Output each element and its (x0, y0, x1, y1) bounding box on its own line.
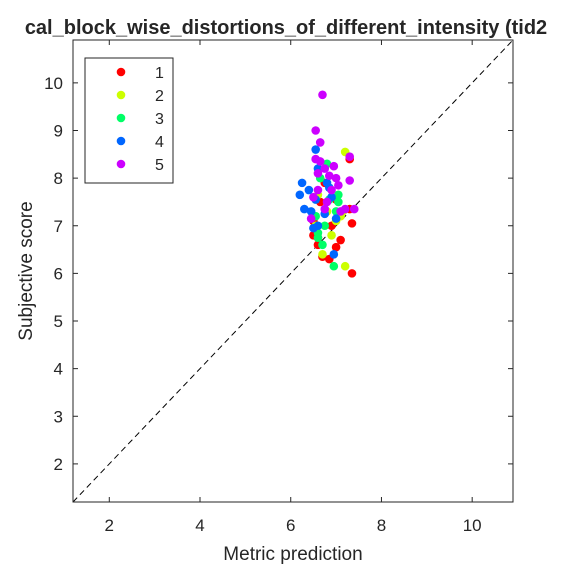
data-point-series-5 (336, 207, 345, 216)
data-point-series-5 (324, 171, 334, 181)
data-point-series-3 (334, 190, 343, 200)
data-point-series-5 (329, 161, 339, 171)
data-point-series-5 (318, 90, 327, 100)
y-tick-label: 8 (54, 169, 63, 188)
legend-label-3: 3 (155, 111, 164, 128)
data-point-series-5 (320, 164, 330, 173)
y-tick-label: 7 (54, 217, 63, 236)
data-points-layer (295, 90, 359, 278)
data-point-series-4 (300, 204, 309, 214)
legend-label-2: 2 (155, 88, 164, 105)
data-point-series-2 (327, 230, 336, 240)
legend-marker-1 (116, 67, 126, 77)
data-point-series-3 (318, 240, 327, 250)
legend-marker-4 (116, 136, 126, 146)
data-point-series-1 (331, 242, 341, 252)
x-tick-label: 2 (105, 516, 114, 535)
data-point-series-5 (313, 185, 323, 195)
data-point-series-5 (349, 204, 359, 214)
legend-marker-5 (116, 159, 126, 169)
data-point-series-5 (345, 152, 355, 161)
y-tick-label: 4 (54, 360, 63, 379)
y-tick-label: 3 (54, 407, 63, 426)
data-point-series-1 (347, 219, 357, 228)
y-tick-label: 9 (54, 121, 63, 140)
y-tick-label: 6 (54, 264, 63, 283)
legend-marker-2 (116, 90, 126, 100)
x-tick-label: 8 (377, 516, 386, 535)
data-point-series-4 (297, 178, 307, 188)
x-tick-label: 6 (286, 516, 295, 535)
data-point-series-4 (306, 207, 316, 216)
data-point-series-5 (306, 214, 316, 223)
legend: 1 2 3 4 5 (84, 57, 174, 184)
chart-title: cal_block_wise_distortions_of_different_… (25, 17, 547, 39)
data-point-series-5 (309, 192, 318, 202)
data-point-series-4 (329, 250, 339, 259)
data-point-series-3 (334, 197, 343, 207)
data-point-series-3 (329, 261, 339, 271)
data-point-series-4 (311, 145, 320, 154)
data-point-series-5 (331, 173, 341, 183)
data-point-series-5 (313, 169, 323, 178)
legend-label-4: 4 (155, 134, 164, 151)
data-point-series-5 (327, 185, 336, 195)
data-point-series-4 (331, 214, 341, 223)
data-point-series-5 (315, 138, 325, 147)
x-tick-label: 10 (463, 516, 482, 535)
axes-box (72, 39, 514, 503)
reference-line (72, 39, 514, 503)
ticks-layer: 2 4 6 8 10 2 3 4 5 6 7 8 9 10 (44, 40, 513, 535)
y-axis-label: Subjective score (16, 201, 37, 340)
data-point-series-5 (322, 197, 332, 207)
data-point-series-2 (318, 250, 327, 259)
data-point-series-5 (320, 204, 330, 214)
data-point-series-3 (320, 221, 330, 231)
y-tick-label: 10 (44, 74, 63, 93)
data-point-series-4 (295, 190, 305, 200)
data-point-series-1 (336, 235, 345, 245)
data-point-series-5 (315, 157, 325, 166)
data-point-series-4 (313, 221, 323, 231)
data-point-series-2 (340, 261, 350, 271)
legend-label-1: 1 (155, 65, 164, 82)
x-tick-label: 4 (195, 516, 204, 535)
data-point-series-5 (311, 126, 320, 135)
y-tick-label: 2 (54, 455, 63, 474)
x-axis-label: Metric prediction (223, 544, 362, 565)
data-point-series-1 (347, 269, 357, 278)
data-point-series-5 (345, 176, 355, 185)
data-point-series-4 (304, 185, 314, 195)
legend-box (84, 57, 174, 184)
legend-label-5: 5 (155, 157, 164, 174)
legend-marker-3 (116, 113, 126, 123)
reference-line-layer (72, 39, 514, 503)
data-point-series-5 (334, 180, 343, 190)
y-tick-label: 5 (54, 312, 63, 331)
